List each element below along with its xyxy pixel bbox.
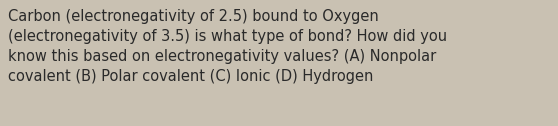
Text: Carbon (electronegativity of 2.5) bound to Oxygen
(electronegativity of 3.5) is : Carbon (electronegativity of 2.5) bound …: [8, 9, 448, 84]
